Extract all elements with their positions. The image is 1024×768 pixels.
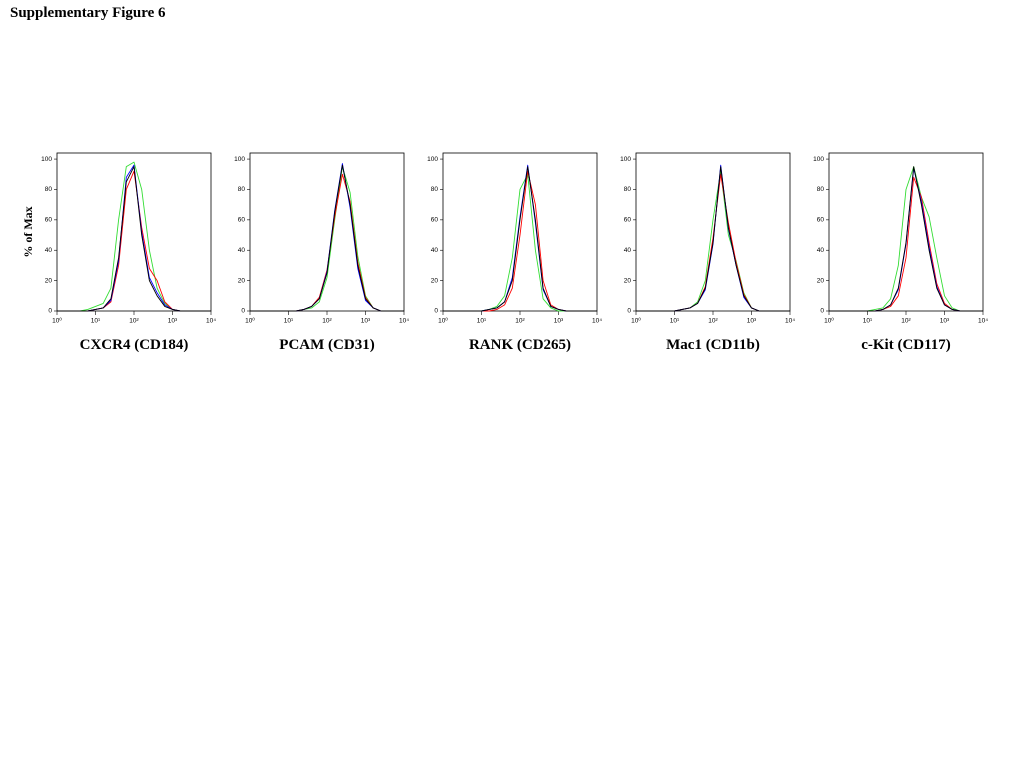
y-tick-label: 40: [45, 247, 53, 254]
x-tick-label: 10³: [940, 318, 950, 325]
y-tick-label: 0: [434, 308, 438, 315]
figure-title: Supplementary Figure 6: [10, 5, 166, 21]
x-tick-label: 10⁴: [399, 318, 409, 325]
histogram-line: [57, 164, 211, 312]
x-tick-label: 10²: [129, 318, 139, 325]
x-tick-label: 10²: [708, 318, 718, 325]
y-tick-label: 20: [624, 277, 632, 284]
x-tick-label: 10⁰: [824, 317, 834, 325]
y-tick-label: 40: [624, 247, 632, 254]
x-tick-label: 10⁴: [592, 318, 602, 325]
histogram-line: [250, 166, 404, 312]
y-tick-label: 100: [427, 156, 438, 163]
y-tick-label: 40: [431, 247, 439, 254]
x-axis-label: RANK (CD265): [469, 337, 571, 353]
x-tick-label: 10⁴: [785, 318, 795, 325]
y-tick-label: 20: [45, 277, 53, 284]
x-tick-label: 10¹: [863, 318, 873, 325]
y-tick-label: 100: [620, 156, 631, 163]
x-tick-label: 10³: [361, 318, 371, 325]
x-tick-label: 10⁰: [52, 317, 62, 325]
x-tick-label: 10¹: [670, 318, 680, 325]
y-axis-label: % of Max: [21, 206, 35, 257]
y-tick-label: 40: [238, 247, 246, 254]
y-tick-label: 20: [817, 277, 825, 284]
y-tick-label: 60: [238, 217, 246, 224]
y-tick-label: 60: [817, 217, 825, 224]
y-tick-label: 0: [48, 308, 52, 315]
histogram-line: [57, 166, 211, 312]
x-axis-label: PCAM (CD31): [279, 337, 374, 353]
y-tick-label: 0: [241, 308, 245, 315]
histogram-line: [250, 163, 404, 312]
histogram-line: [443, 166, 597, 312]
x-tick-label: 10³: [554, 318, 564, 325]
y-tick-label: 40: [817, 247, 825, 254]
y-tick-label: 80: [431, 186, 439, 193]
plot-frame: [249, 152, 405, 312]
x-tick-label: 10¹: [284, 318, 294, 325]
y-tick-label: 60: [431, 217, 439, 224]
histogram-line: [829, 166, 983, 312]
y-tick-label: 60: [45, 217, 53, 224]
y-tick-label: 80: [238, 186, 246, 193]
plot-frame: [635, 152, 791, 312]
x-tick-label: 10²: [515, 318, 525, 325]
x-tick-label: 10²: [322, 318, 332, 325]
x-tick-label: 10⁴: [206, 318, 216, 325]
y-tick-label: 60: [624, 217, 632, 224]
x-tick-label: 10⁰: [245, 317, 255, 325]
y-tick-label: 100: [234, 156, 245, 163]
x-axis-label: Mac1 (CD11b): [666, 337, 760, 353]
y-tick-label: 80: [624, 186, 632, 193]
y-tick-label: 100: [41, 156, 52, 163]
y-tick-label: 20: [431, 277, 439, 284]
histogram-line: [57, 170, 211, 312]
x-tick-label: 10³: [747, 318, 757, 325]
x-tick-label: 10⁰: [438, 317, 448, 325]
x-tick-label: 10¹: [477, 318, 487, 325]
y-tick-label: 20: [238, 277, 246, 284]
histogram-line: [250, 173, 404, 312]
y-tick-label: 80: [817, 186, 825, 193]
y-tick-label: 0: [820, 308, 824, 315]
y-tick-label: 0: [627, 308, 631, 315]
x-tick-label: 10¹: [91, 318, 101, 325]
x-tick-label: 10⁴: [978, 318, 988, 325]
plot-frame: [56, 152, 212, 312]
plot-frame: [828, 152, 984, 312]
histogram-line: [636, 166, 790, 312]
y-tick-label: 80: [45, 186, 53, 193]
histogram-line: [57, 161, 211, 312]
x-axis-label: c-Kit (CD117): [861, 337, 951, 353]
histogram-line: [250, 164, 404, 312]
x-tick-label: 10⁰: [631, 317, 641, 325]
x-tick-label: 10²: [901, 318, 911, 325]
x-tick-label: 10³: [168, 318, 178, 325]
x-axis-label: CXCR4 (CD184): [80, 337, 189, 353]
y-tick-label: 100: [813, 156, 824, 163]
histogram-line: [443, 173, 597, 312]
